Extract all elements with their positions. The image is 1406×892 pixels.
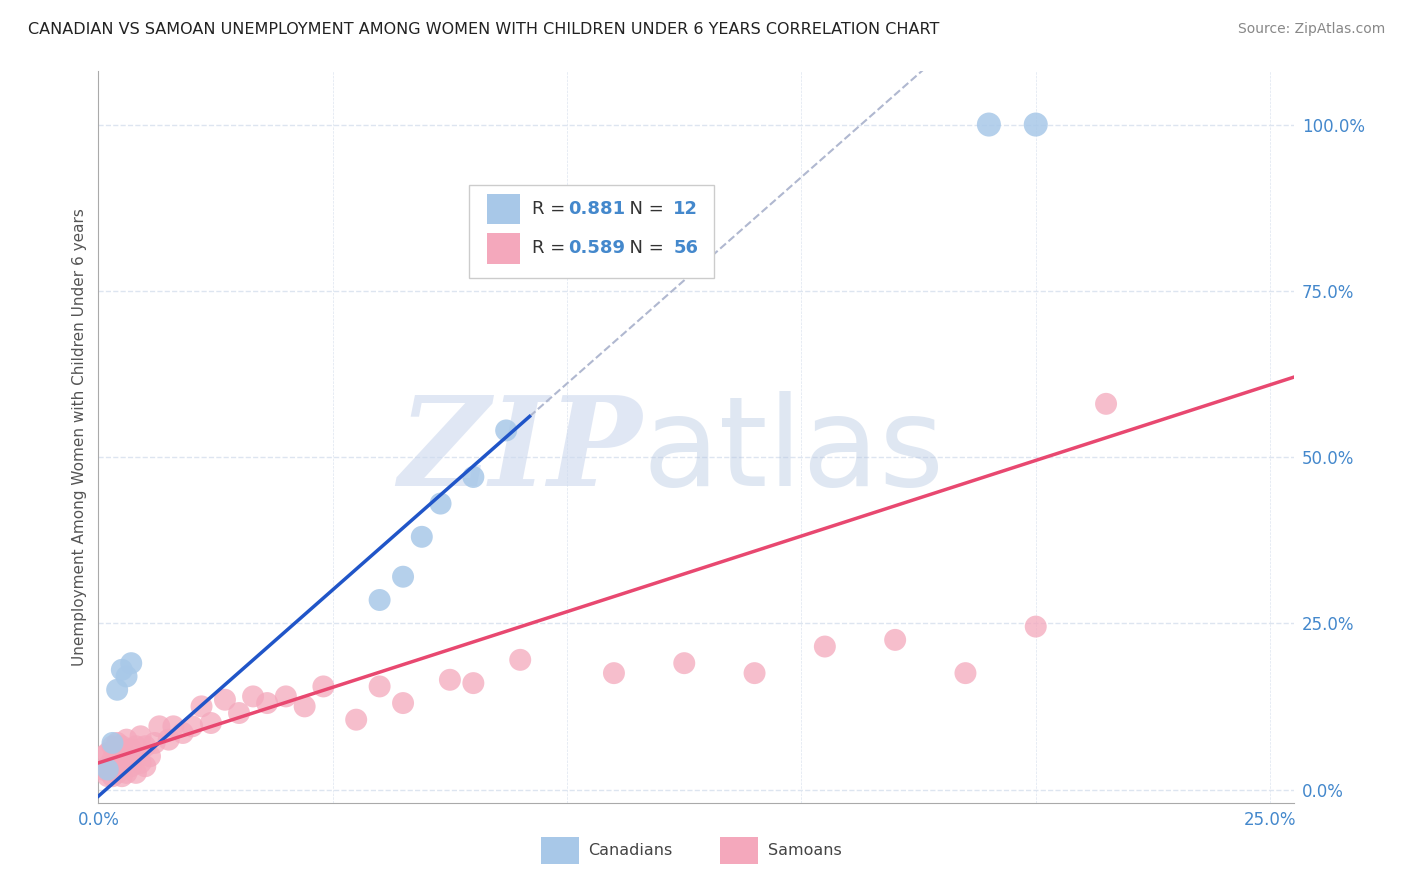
Point: [1095, 397, 1118, 411]
Point: [105, 753, 128, 767]
FancyBboxPatch shape: [486, 233, 520, 264]
Point: [111, 663, 134, 677]
Point: [312, 680, 335, 694]
Point: [214, 692, 236, 706]
Point: [673, 656, 696, 670]
Point: [101, 736, 124, 750]
Point: [101, 739, 124, 754]
Point: [603, 666, 626, 681]
Point: [294, 699, 316, 714]
Point: [744, 666, 766, 681]
Point: [97, 759, 120, 773]
Text: 0.881: 0.881: [568, 200, 626, 218]
Point: [134, 739, 156, 754]
Point: [509, 653, 531, 667]
Text: 0.589: 0.589: [568, 239, 626, 258]
FancyBboxPatch shape: [470, 185, 714, 278]
Text: atlas: atlas: [643, 392, 945, 512]
Point: [495, 424, 517, 438]
Point: [172, 726, 194, 740]
FancyBboxPatch shape: [541, 838, 579, 863]
Text: R =: R =: [533, 200, 571, 218]
Point: [129, 756, 152, 770]
Point: [368, 680, 391, 694]
Point: [97, 763, 120, 777]
Point: [392, 570, 415, 584]
Point: [139, 749, 162, 764]
Point: [101, 769, 124, 783]
Point: [344, 713, 367, 727]
Point: [1025, 619, 1047, 633]
Point: [105, 736, 128, 750]
Point: [463, 676, 485, 690]
Point: [105, 682, 128, 697]
Point: [115, 749, 138, 764]
Point: [120, 656, 142, 670]
Text: 56: 56: [673, 239, 699, 258]
Point: [97, 769, 120, 783]
Text: N =: N =: [619, 239, 669, 258]
Text: ZIP: ZIP: [398, 391, 643, 513]
Point: [143, 736, 166, 750]
Point: [101, 763, 124, 777]
Point: [162, 719, 184, 733]
Point: [111, 756, 134, 770]
Text: N =: N =: [619, 200, 669, 218]
Text: CANADIAN VS SAMOAN UNEMPLOYMENT AMONG WOMEN WITH CHILDREN UNDER 6 YEARS CORRELAT: CANADIAN VS SAMOAN UNEMPLOYMENT AMONG WO…: [28, 22, 939, 37]
FancyBboxPatch shape: [486, 194, 520, 224]
Point: [134, 759, 156, 773]
Text: 12: 12: [673, 200, 699, 218]
Point: [97, 746, 120, 760]
Point: [190, 699, 212, 714]
Point: [115, 765, 138, 780]
Point: [181, 719, 204, 733]
Point: [111, 739, 134, 754]
Point: [115, 732, 138, 747]
Point: [157, 732, 180, 747]
Point: [125, 739, 148, 754]
Point: [439, 673, 461, 687]
Point: [91, 763, 114, 777]
Point: [411, 530, 433, 544]
Text: Source: ZipAtlas.com: Source: ZipAtlas.com: [1237, 22, 1385, 37]
Point: [91, 749, 114, 764]
Point: [242, 690, 264, 704]
Point: [228, 706, 250, 720]
Point: [111, 769, 134, 783]
Text: Canadians: Canadians: [589, 843, 672, 858]
Point: [1025, 118, 1047, 132]
Point: [955, 666, 977, 681]
Point: [977, 118, 1000, 132]
FancyBboxPatch shape: [720, 838, 758, 863]
Point: [256, 696, 278, 710]
Point: [368, 593, 391, 607]
Point: [429, 497, 451, 511]
Text: R =: R =: [533, 239, 571, 258]
Point: [814, 640, 837, 654]
Point: [101, 753, 124, 767]
Point: [148, 719, 170, 733]
Text: Samoans: Samoans: [768, 843, 841, 858]
Y-axis label: Unemployment Among Women with Children Under 6 years: Unemployment Among Women with Children U…: [72, 208, 87, 666]
Point: [129, 729, 152, 743]
Point: [115, 669, 138, 683]
Point: [274, 690, 297, 704]
Point: [120, 742, 142, 756]
Point: [125, 765, 148, 780]
Point: [105, 765, 128, 780]
Point: [392, 696, 415, 710]
Point: [200, 716, 222, 731]
Point: [120, 759, 142, 773]
Point: [884, 632, 907, 647]
Point: [463, 470, 485, 484]
